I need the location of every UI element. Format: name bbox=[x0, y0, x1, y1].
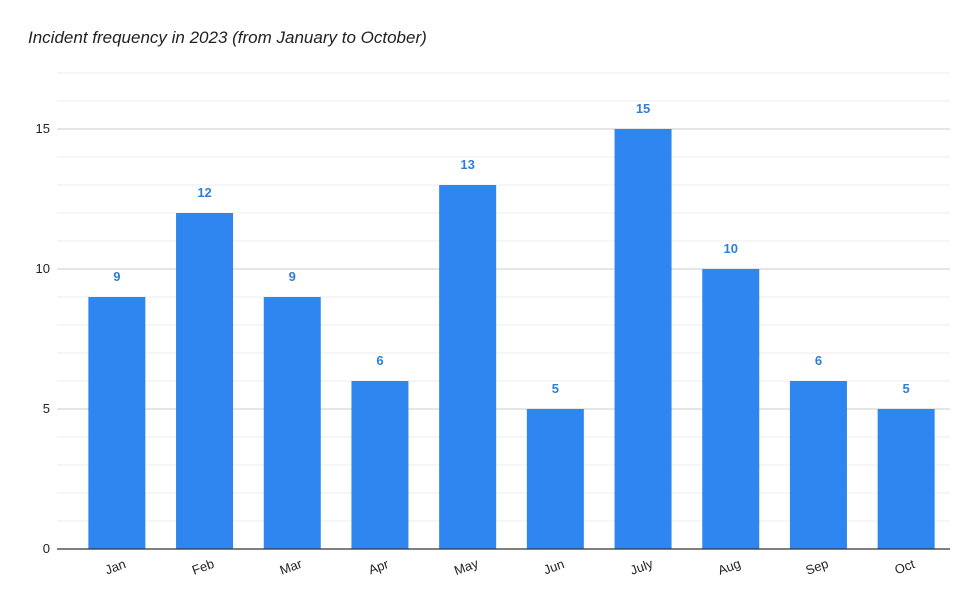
data-label: 9 bbox=[113, 269, 120, 284]
y-tick-label: 0 bbox=[43, 541, 50, 556]
chart-title: Incident frequency in 2023 (from January… bbox=[28, 28, 427, 47]
data-label: 6 bbox=[815, 353, 822, 368]
x-tick-label: Feb bbox=[190, 556, 216, 578]
x-tick-label: May bbox=[452, 555, 481, 578]
x-tick-label: Sep bbox=[803, 556, 830, 578]
bar-mar bbox=[263, 297, 321, 549]
data-label: 5 bbox=[903, 381, 910, 396]
bar-jan bbox=[88, 297, 146, 549]
bar-jun bbox=[526, 409, 584, 549]
data-labels: 9 12 9 6 13 5 15 10 6 5 bbox=[113, 101, 910, 396]
data-label: 6 bbox=[376, 353, 383, 368]
data-label: 5 bbox=[552, 381, 559, 396]
x-tick-label: Jan bbox=[103, 556, 128, 577]
x-tick-label: Oct bbox=[893, 556, 917, 577]
bar-july bbox=[614, 129, 672, 549]
bar-aug bbox=[702, 269, 760, 549]
x-tick-label: Aug bbox=[716, 556, 743, 578]
y-tick-label: 10 bbox=[36, 261, 50, 276]
data-label: 15 bbox=[636, 101, 650, 116]
data-label: 12 bbox=[197, 185, 211, 200]
x-axis: Jan Feb Mar Apr May Jun July Aug Sep Oct bbox=[57, 548, 950, 578]
data-label: 10 bbox=[724, 241, 738, 256]
bar-oct bbox=[877, 409, 935, 549]
x-tick-label: Apr bbox=[366, 556, 391, 577]
data-label: 13 bbox=[460, 157, 474, 172]
x-tick-label: Jun bbox=[541, 556, 566, 577]
y-tick-label: 5 bbox=[43, 401, 50, 416]
y-tick-label: 15 bbox=[36, 121, 50, 136]
bar-feb bbox=[176, 213, 234, 549]
bar-may bbox=[439, 185, 497, 549]
bar-sep bbox=[789, 381, 847, 549]
bars bbox=[88, 129, 935, 549]
bar-apr bbox=[351, 381, 409, 549]
x-tick-label: July bbox=[628, 556, 655, 578]
data-label: 9 bbox=[289, 269, 296, 284]
x-tick-label: Mar bbox=[278, 556, 305, 578]
y-axis: 0 5 10 15 bbox=[36, 121, 50, 556]
